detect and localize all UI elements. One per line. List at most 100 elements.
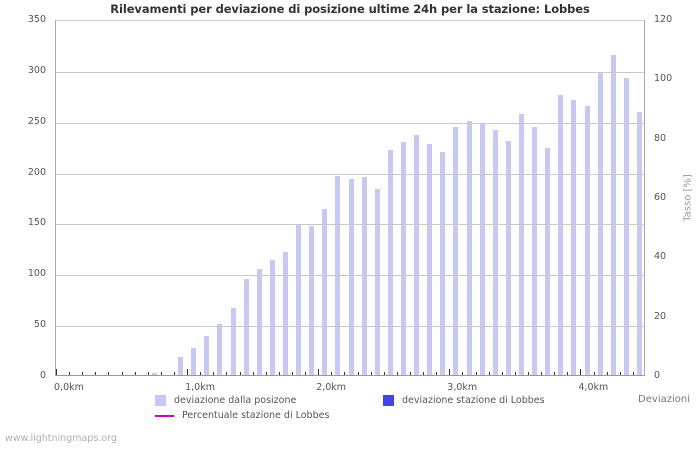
x-axis-minor-tick — [344, 372, 346, 375]
y2-axis-minor-tick — [644, 169, 645, 170]
y-axis-minor-tick — [55, 41, 56, 42]
legend-line-icon — [155, 414, 174, 417]
y-axis-minor-tick — [55, 62, 56, 63]
x-axis-minor-tick — [383, 372, 385, 375]
x-axis-minor-tick — [528, 372, 529, 375]
legend-item-percentuale-stazione-di-lobbes[interactable]: Percentuale stazione di Lobbes — [155, 410, 383, 421]
x-axis-major-tick — [318, 369, 320, 375]
chart-legend: deviazione dalla posizone deviazione sta… — [155, 393, 615, 423]
legend-row-1: deviazione dalla posizone deviazione sta… — [155, 393, 615, 408]
bar — [610, 54, 616, 375]
y-axis-minor-tick — [55, 92, 56, 93]
y-axis-minor-tick — [55, 235, 56, 236]
y2-axis-minor-tick — [644, 110, 645, 111]
legend-row-2: Percentuale stazione di Lobbes — [155, 408, 615, 423]
y-axis-major-tick — [55, 224, 56, 225]
y-axis-tick-label: 0 — [39, 370, 46, 381]
bar — [256, 269, 262, 375]
y-axis-minor-tick — [55, 245, 56, 246]
y-axis-minor-tick — [55, 367, 56, 368]
x-axis-minor-tick — [82, 372, 84, 375]
x-axis-minor-tick — [410, 372, 411, 375]
y-axis-minor-tick — [55, 306, 56, 307]
x-axis-tick-label: 2,0km — [316, 382, 347, 393]
gridline — [56, 122, 644, 124]
bar — [440, 152, 446, 375]
bar — [217, 324, 223, 375]
x-axis-minor-tick — [370, 372, 372, 375]
bar — [492, 129, 498, 375]
x-axis-minor-tick — [632, 372, 634, 375]
y2-axis-minor-tick — [644, 288, 645, 289]
bar — [309, 225, 315, 375]
bar — [269, 260, 275, 375]
y-axis-minor-tick — [55, 347, 56, 348]
x-axis-minor-tick — [619, 372, 621, 375]
bar — [427, 144, 433, 375]
y2-axis-minor-tick — [644, 347, 645, 348]
bar — [151, 373, 157, 375]
legend-item-deviazione-stazione-di-lobbes[interactable]: deviazione stazione di Lobbes — [383, 395, 545, 406]
y-axis-minor-tick — [55, 265, 56, 266]
x-axis-minor-tick — [265, 372, 267, 375]
bar — [636, 111, 642, 375]
y-axis-minor-tick — [55, 357, 56, 358]
y-axis-minor-tick — [55, 113, 56, 114]
gridline — [56, 224, 644, 226]
y-axis-major-tick — [55, 174, 56, 175]
x-axis-minor-tick — [501, 372, 503, 375]
y-axis-minor-tick — [55, 82, 56, 83]
bar — [414, 135, 420, 375]
legend-swatch-icon — [155, 395, 166, 406]
legend-item-deviazione-dalla-posizone[interactable]: deviazione dalla posizone — [155, 395, 383, 406]
y-axis-tick-label: 200 — [27, 166, 46, 178]
bar — [558, 95, 564, 375]
x-axis-minor-tick — [396, 372, 398, 375]
chart-title: Rilevamenti per deviazione di posizione … — [110, 2, 590, 16]
x-axis-minor-tick — [462, 372, 464, 375]
x-axis-minor-tick — [488, 372, 490, 375]
x-axis-minor-tick — [305, 372, 307, 375]
x-axis-minor-tick — [292, 372, 293, 375]
bar — [178, 356, 184, 375]
x-axis-minor-tick — [213, 372, 215, 375]
y-axis-minor-tick — [55, 143, 56, 144]
x-axis-minor-tick — [252, 372, 254, 375]
gridline — [56, 71, 644, 73]
x-axis-minor-tick — [357, 372, 359, 375]
x-axis-major-tick — [187, 369, 189, 375]
bar — [571, 100, 577, 375]
x-axis-tick-label: 0,0km — [54, 382, 84, 393]
y-axis-major-tick — [55, 72, 56, 73]
bar — [322, 209, 328, 375]
y-axis-minor-tick — [55, 204, 56, 205]
bar — [374, 188, 380, 375]
x-axis-minor-tick — [606, 372, 608, 375]
y-axis-tick-label: 350 — [27, 14, 46, 25]
bar — [204, 336, 210, 375]
x-axis-minor-tick — [95, 372, 97, 375]
bar — [348, 178, 354, 375]
bar — [453, 126, 459, 375]
y2-axis-major-tick — [644, 199, 645, 200]
bar — [296, 224, 302, 375]
y2-axis-major-tick — [644, 80, 645, 81]
y-axis-major-tick — [55, 123, 56, 124]
x-axis-title: Deviazioni — [638, 394, 690, 405]
y-axis-major-tick — [55, 275, 56, 276]
x-axis-minor-tick — [278, 372, 280, 375]
bars-layer — [56, 21, 644, 375]
bar — [387, 150, 393, 375]
y-axis-minor-tick — [55, 31, 56, 32]
y2-axis-tick-label: 40 — [654, 251, 667, 263]
y-axis-tick-label: 250 — [27, 115, 46, 127]
x-axis-minor-tick — [121, 372, 123, 375]
y-axis-minor-tick — [55, 214, 56, 215]
x-axis-minor-tick — [541, 372, 543, 375]
x-axis-minor-tick — [567, 372, 569, 375]
bar — [400, 142, 406, 375]
gridline — [56, 275, 644, 277]
x-axis-minor-tick — [436, 372, 438, 375]
y-axis-tick-label: 300 — [27, 64, 46, 76]
